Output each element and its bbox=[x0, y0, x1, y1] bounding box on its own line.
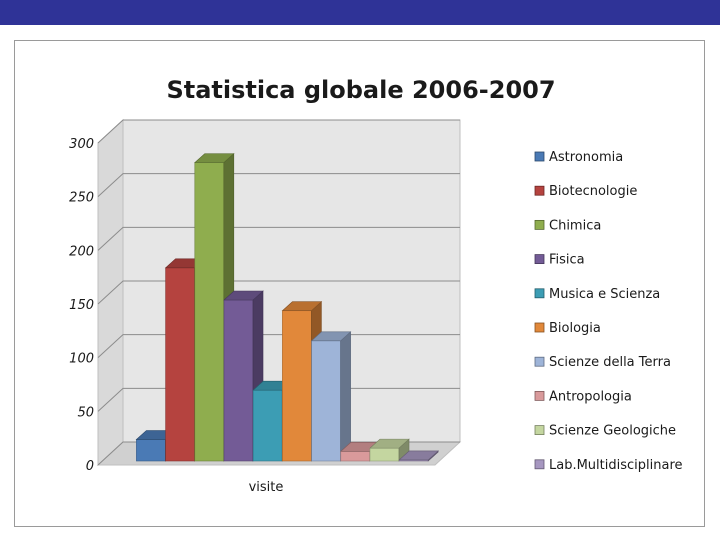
legend-item: Lab.Multidisciplinare bbox=[534, 458, 683, 473]
bar-front bbox=[311, 340, 341, 462]
bar-front bbox=[223, 299, 254, 462]
bar-lab-multidisciplinare bbox=[398, 450, 439, 462]
legend-swatch bbox=[534, 288, 545, 299]
y-tick-label: 150 bbox=[69, 298, 94, 313]
legend-swatch bbox=[534, 151, 545, 162]
legend-swatch bbox=[534, 390, 545, 401]
y-tick-label: 250 bbox=[69, 191, 94, 206]
legend-item: Scienze Geologiche bbox=[534, 424, 676, 439]
legend-label: Biotecnologie bbox=[549, 184, 637, 199]
top-banner bbox=[0, 0, 720, 25]
bar-scienze-geologiche bbox=[369, 438, 410, 462]
legend-item: Biotecnologie bbox=[534, 184, 637, 199]
legend-label: Scienze Geologiche bbox=[549, 424, 676, 439]
legend-label: Fisica bbox=[549, 253, 585, 268]
legend-item: Chimica bbox=[534, 218, 601, 233]
legend-swatch bbox=[534, 356, 545, 367]
legend-item: Biologia bbox=[534, 321, 601, 336]
legend-item: Scienze della Terra bbox=[534, 355, 671, 370]
legend: Astronomia Biotecnologie Chimica Fisica Musi… bbox=[534, 150, 683, 473]
gridline bbox=[97, 119, 460, 144]
bar-top bbox=[223, 290, 264, 301]
legend-swatch bbox=[534, 425, 545, 436]
legend-item: Astronomia bbox=[534, 150, 623, 165]
legend-swatch bbox=[534, 219, 545, 230]
bar-front bbox=[165, 267, 195, 462]
y-tick-label: 200 bbox=[69, 244, 94, 259]
bar-scienze-della-terra bbox=[310, 331, 352, 462]
y-tick-label: 0 bbox=[86, 459, 94, 474]
legend-label: Musica e Scienza bbox=[549, 287, 660, 302]
gridline bbox=[97, 280, 460, 305]
legend-swatch bbox=[534, 254, 545, 265]
legend-label: Chimica bbox=[549, 218, 601, 233]
legend-swatch bbox=[534, 459, 545, 470]
y-tick-label: 300 bbox=[69, 137, 94, 152]
legend-label: Scienze della Terra bbox=[549, 355, 671, 370]
gridline bbox=[97, 226, 460, 251]
bar-top bbox=[369, 438, 410, 449]
bar-front bbox=[340, 451, 371, 462]
bar-front bbox=[252, 389, 283, 462]
bars bbox=[135, 152, 439, 462]
bar-front bbox=[369, 447, 400, 462]
bar-top bbox=[310, 331, 352, 342]
y-axis-ticks: 0 50 100 150 200 250 300 bbox=[69, 137, 94, 474]
bar-front bbox=[194, 162, 225, 462]
gridline bbox=[97, 173, 460, 198]
bar-top bbox=[194, 153, 235, 163]
legend-swatch bbox=[534, 322, 545, 333]
legend-label: Biologia bbox=[549, 321, 601, 336]
legend-label: Astronomia bbox=[549, 150, 623, 165]
legend-item: Musica e Scienza bbox=[534, 287, 660, 302]
y-tick-label: 100 bbox=[69, 352, 94, 367]
legend-label: Antropologia bbox=[549, 389, 632, 404]
x-category-label: visite bbox=[249, 480, 284, 495]
y-tick-label: 50 bbox=[77, 405, 94, 420]
bar-top bbox=[281, 301, 323, 312]
bar-front bbox=[136, 439, 166, 462]
bar-side bbox=[340, 331, 351, 462]
chart-title: Statistica globale 2006-2007 bbox=[166, 76, 555, 104]
bar-front bbox=[282, 310, 312, 462]
legend-item: Antropologia bbox=[534, 389, 632, 404]
legend-label: Lab.Multidisciplinare bbox=[549, 458, 683, 473]
bar-top bbox=[398, 450, 439, 461]
legend-item: Fisica bbox=[534, 253, 585, 268]
legend-swatch bbox=[534, 185, 545, 196]
